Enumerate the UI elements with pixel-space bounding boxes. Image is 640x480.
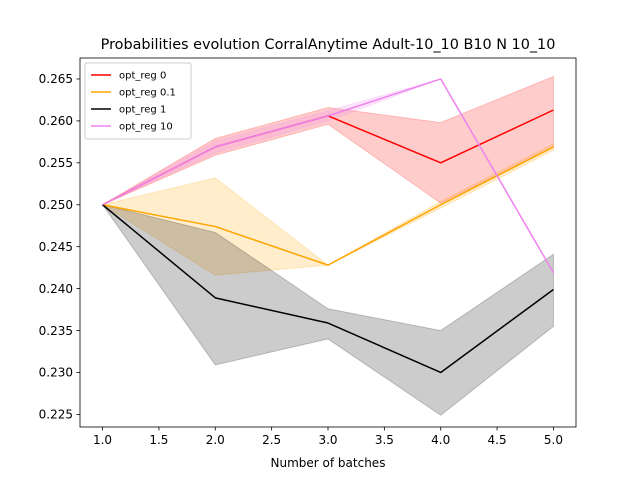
x-axis-title: Number of batches (271, 456, 386, 470)
legend-label: opt_reg 0 (119, 71, 166, 82)
legend-label: opt_reg 0.1 (119, 88, 176, 99)
y-tick-label: 0.255 (39, 156, 73, 170)
y-tick-label: 0.245 (39, 240, 73, 254)
x-tick-label: 2.0 (206, 433, 225, 447)
series-line-3 (102, 78, 555, 274)
series-line-1 (102, 146, 554, 266)
legend: opt_reg 0 opt_reg 0.1 opt_reg 1 opt_reg 10 (84, 62, 192, 140)
x-axis: 1.0 1.5 2.0 2.5 3.0 3.5 4.0 4.5 5.0 (93, 427, 563, 447)
x-tick-label: 3.0 (318, 433, 337, 447)
x-tick-label: 1.5 (149, 433, 168, 447)
chart-title: Probabilities evolution CorralAnytime Ad… (101, 37, 556, 53)
legend-label: opt_reg 1 (119, 105, 166, 116)
x-tick-label: 3.5 (375, 433, 394, 447)
y-axis: 0.225 0.230 0.235 0.240 0.245 0.250 0.255 0.260… (39, 72, 80, 422)
legend-label: opt_reg 10 (119, 122, 173, 133)
x-tick-label: 2.5 (262, 433, 281, 447)
series-band-0 (102, 75, 554, 206)
y-tick-label: 0.240 (39, 282, 73, 296)
y-tick-label: 0.225 (39, 408, 73, 422)
y-tick-label: 0.260 (39, 114, 73, 128)
series-band-1 (101, 142, 554, 276)
series-line-2 (102, 204, 554, 374)
x-tick-label: 5.0 (544, 433, 563, 447)
series-lines (102, 78, 555, 374)
legend-box (84, 62, 192, 140)
y-tick-label: 0.265 (39, 72, 73, 86)
y-tick-label: 0.250 (39, 198, 73, 212)
x-tick-label: 4.0 (431, 433, 450, 447)
x-tick-label: 1.0 (93, 433, 112, 447)
y-tick-label: 0.235 (39, 324, 73, 338)
x-tick-label: 4.5 (488, 433, 507, 447)
y-tick-label: 0.230 (39, 366, 73, 380)
series-band-2 (101, 203, 554, 416)
